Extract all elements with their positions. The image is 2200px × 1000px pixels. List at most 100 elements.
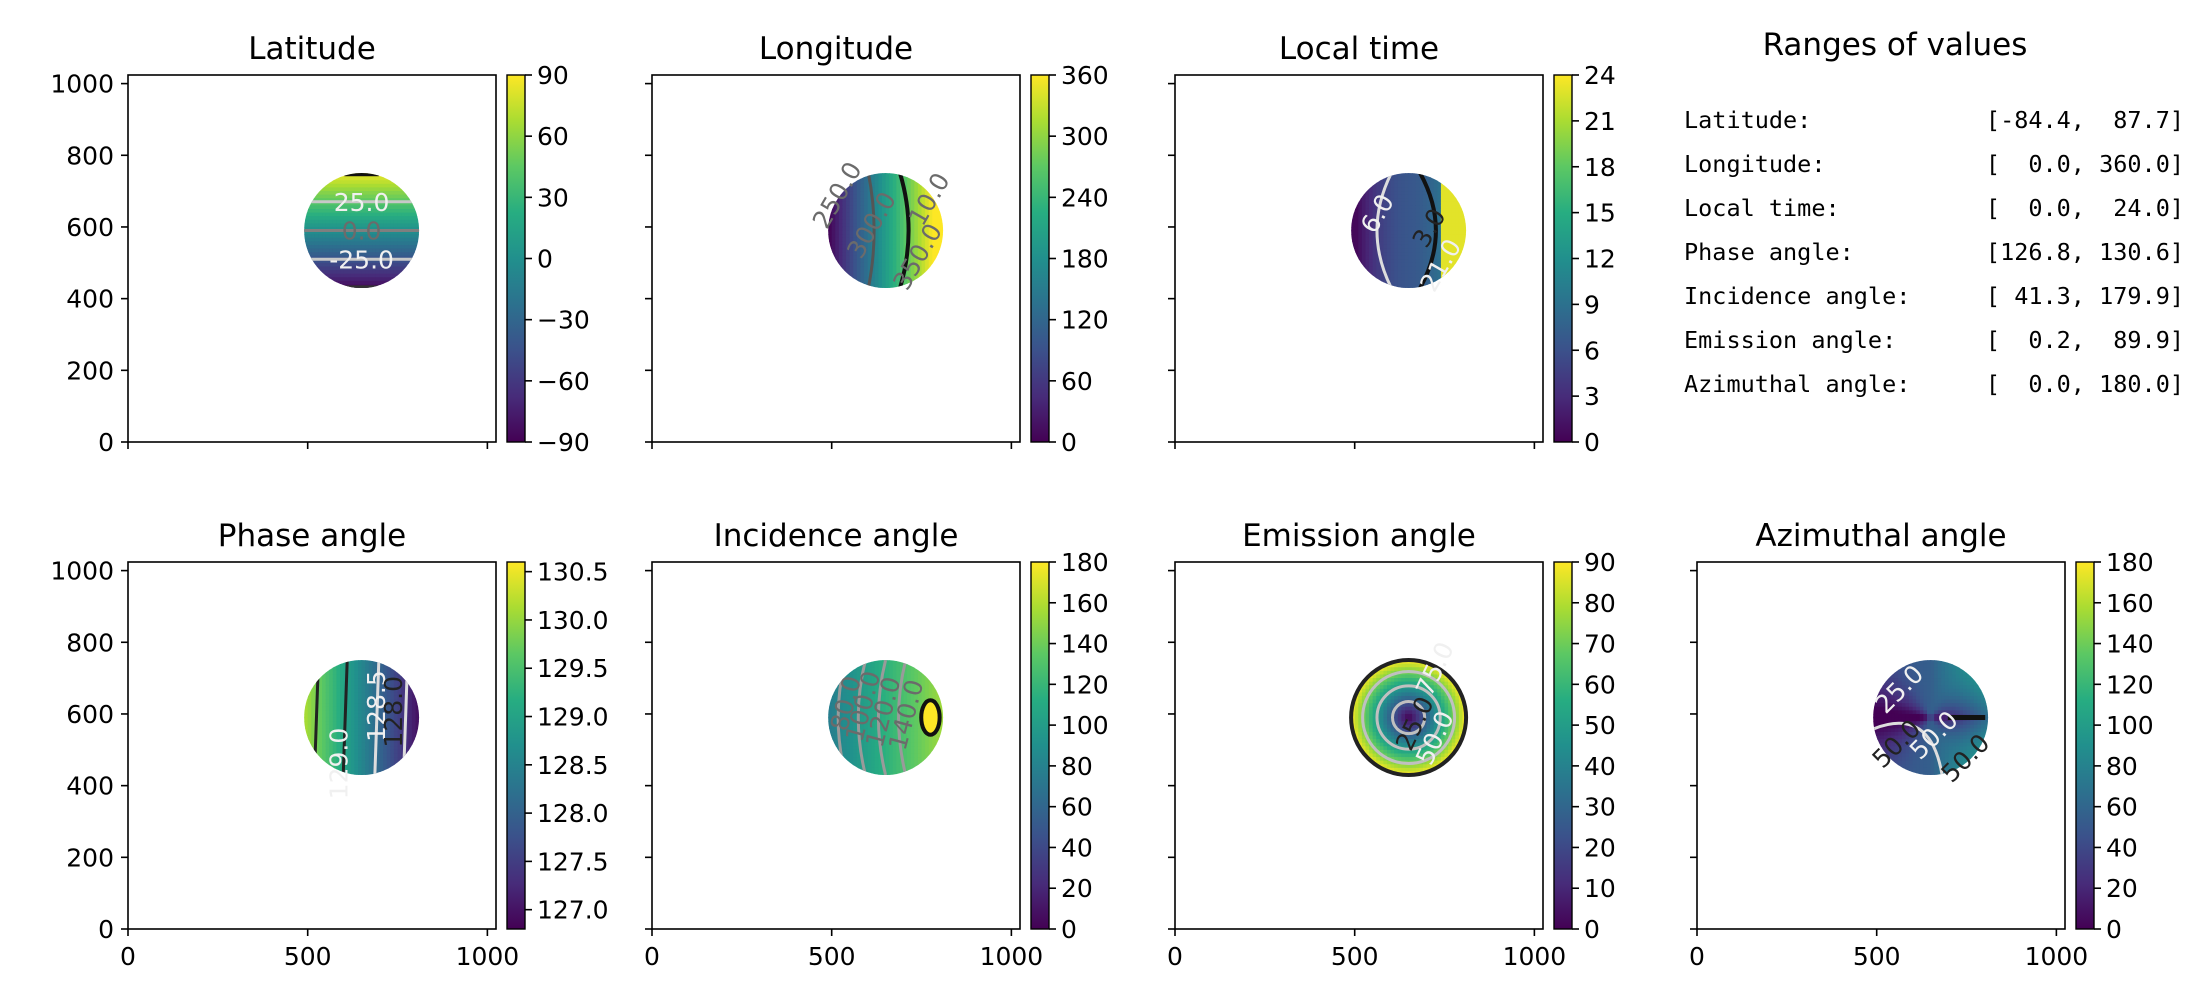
disk-cell — [358, 216, 363, 221]
disk-cell — [393, 706, 399, 711]
disk-cell — [892, 717, 897, 722]
disk-cell — [860, 223, 865, 228]
disk-cell — [860, 660, 865, 665]
disk-cell — [1387, 670, 1392, 676]
disk-cell — [368, 678, 373, 683]
disk-cell — [1419, 241, 1424, 246]
disk-cell — [347, 742, 352, 747]
disk-cell — [842, 760, 847, 765]
disk-cell — [1369, 259, 1374, 264]
disk-cell — [910, 760, 915, 765]
disk-cell — [917, 273, 923, 278]
disk-cell — [307, 237, 312, 242]
disk-cell — [365, 216, 370, 221]
disk-cell — [358, 244, 363, 250]
disk-cell — [358, 764, 363, 769]
disk-cell — [1422, 259, 1428, 264]
disk-cell — [1379, 760, 1385, 765]
disk-cell — [329, 681, 334, 686]
disk-cell — [878, 760, 883, 765]
disk-cell — [842, 728, 847, 733]
disk-cell — [846, 212, 851, 217]
disk-cell — [375, 728, 381, 733]
disk-cell — [347, 735, 352, 740]
disk-cell — [932, 688, 937, 693]
disk-cell — [842, 757, 847, 762]
disk-cell — [1458, 205, 1464, 210]
disk-cell — [842, 685, 847, 690]
disk-cell — [375, 191, 381, 196]
disk-cell — [340, 660, 345, 665]
disk-cell — [1401, 237, 1406, 242]
disk-cell — [375, 183, 381, 189]
disk-cell — [1383, 241, 1388, 246]
disk-cell — [318, 273, 323, 278]
disk-cell — [1415, 266, 1420, 271]
disk-cell — [397, 230, 402, 235]
disk-cell — [892, 660, 897, 665]
disk-cell — [885, 674, 890, 679]
disk-cell — [343, 757, 348, 762]
disk-cell — [882, 230, 887, 235]
disk-cell — [368, 237, 373, 242]
disk-cell — [885, 198, 890, 203]
disk-cell — [350, 273, 356, 278]
disk-cell — [1379, 180, 1385, 185]
disk-cell — [1376, 266, 1381, 271]
disk-cell — [892, 187, 897, 192]
disk-cell — [350, 757, 356, 762]
disk-cell — [1361, 234, 1367, 239]
disk-cell — [401, 208, 406, 214]
disk-cell — [907, 180, 912, 185]
disk-cell — [401, 191, 406, 196]
disk-cell — [874, 280, 880, 286]
disk-cell — [393, 710, 399, 715]
disk-cell — [1361, 226, 1367, 232]
disk-cell — [885, 183, 890, 189]
disk-cell — [404, 742, 409, 747]
disk-cell — [1440, 252, 1446, 257]
disk-cell — [910, 187, 915, 192]
disk-cell — [896, 187, 901, 192]
disk-cell — [354, 681, 359, 686]
disk-cell — [361, 667, 366, 672]
disk-cell — [856, 223, 862, 228]
disk-cell — [390, 219, 395, 224]
disk-cell — [354, 699, 359, 704]
disk-cell — [350, 208, 356, 214]
disk-cell — [329, 280, 334, 286]
disk-cell — [885, 660, 890, 665]
disk-cell — [372, 252, 377, 257]
disk-cell — [325, 692, 330, 697]
disk-cell — [1408, 280, 1413, 286]
disk-cell — [907, 699, 912, 704]
disk-cell — [860, 685, 865, 690]
disk-cell — [1433, 194, 1438, 199]
colorbar-tick-label: 128.5 — [537, 751, 609, 780]
disk-cell — [404, 252, 409, 257]
disk-cell — [1376, 678, 1381, 683]
disk-cell — [1361, 187, 1367, 192]
disk-cell — [311, 713, 316, 719]
disk-cell — [336, 713, 341, 719]
disk-cell — [314, 674, 320, 679]
disk-cell — [871, 735, 876, 740]
disk-cell — [932, 262, 937, 268]
disk-cell — [365, 208, 370, 214]
disk-cell — [1397, 208, 1403, 214]
disk-cell — [1405, 223, 1410, 228]
disk-cell — [1408, 219, 1413, 224]
disk-cell — [907, 667, 912, 672]
disk-cell — [1451, 216, 1456, 221]
colorbar-tick-label: 360 — [1061, 61, 1109, 90]
disk-cell — [329, 259, 334, 264]
disk-cell — [831, 713, 836, 719]
disk-cell — [914, 237, 919, 242]
disk-cell — [903, 241, 908, 246]
disk-cell — [896, 760, 901, 765]
disk-cell — [361, 259, 366, 264]
disk-cell — [411, 717, 417, 722]
disk-cell — [1415, 216, 1420, 221]
disk-cell — [1405, 237, 1410, 242]
disk-cell — [882, 699, 887, 704]
